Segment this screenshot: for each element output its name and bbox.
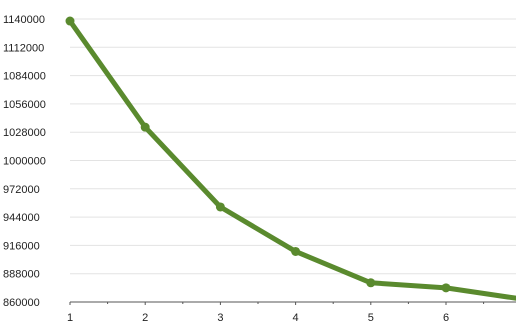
y-tick-label: 972000 xyxy=(3,184,40,196)
x-tick-label: 1 xyxy=(67,312,73,323)
y-tick-labels: 860000 888000 916000 944000 972000 1000000 102… xyxy=(3,14,46,309)
y-tick-label: 1140000 xyxy=(3,14,45,26)
y-tick-label: 1056000 xyxy=(3,99,46,111)
data-point xyxy=(366,278,376,288)
x-tick-label: 5 xyxy=(368,312,374,323)
x-tick-labels: 1 2 3 4 5 6 xyxy=(67,302,485,323)
y-tick-label: 1028000 xyxy=(3,127,46,139)
data-point xyxy=(140,122,150,132)
y-tick-label: 1084000 xyxy=(3,71,46,83)
data-point xyxy=(441,283,451,293)
series-line xyxy=(67,18,516,301)
x-tick-label: 4 xyxy=(293,312,299,323)
x-tick-label: 6 xyxy=(443,312,449,323)
data-point xyxy=(65,16,75,26)
y-tick-label: 1000000 xyxy=(3,156,46,168)
data-point xyxy=(291,246,301,256)
y-tick-label: 860000 xyxy=(3,297,40,309)
gridlines xyxy=(70,18,516,275)
y-tick-label: 888000 xyxy=(3,269,40,281)
y-tick-label: 916000 xyxy=(3,240,40,252)
y-tick-label: 944000 xyxy=(3,212,40,224)
x-tick-label: 3 xyxy=(217,312,223,323)
y-tick-label: 1112000 xyxy=(3,42,44,54)
x-tick-label: 2 xyxy=(142,312,148,323)
data-point xyxy=(215,202,225,212)
series-group xyxy=(65,16,516,301)
